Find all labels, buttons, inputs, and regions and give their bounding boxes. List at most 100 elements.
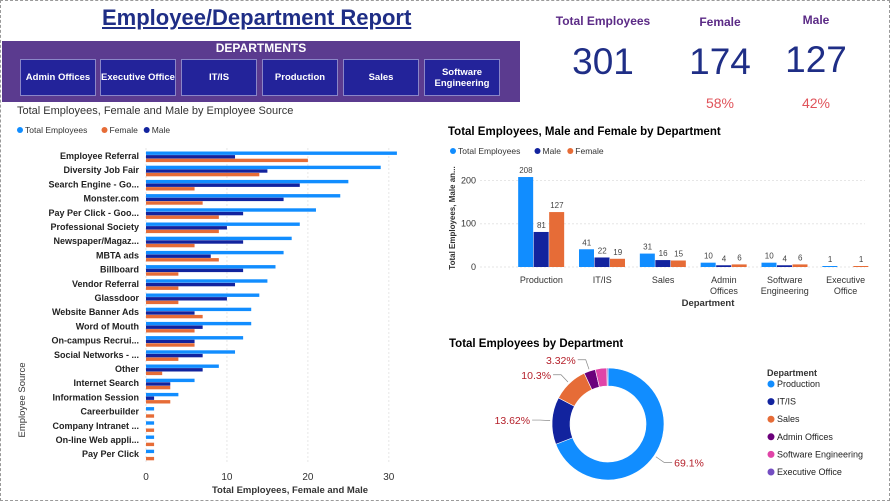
department-bar-total-employees bbox=[639, 253, 655, 267]
source-bar-male bbox=[146, 297, 227, 301]
source-legend-marker-female bbox=[101, 127, 108, 133]
donut-leader-line bbox=[655, 456, 673, 463]
donut-legend-marker-software-engineering bbox=[767, 450, 775, 458]
source-bar-total-employees bbox=[146, 435, 155, 439]
department-legend-marker-total-employees bbox=[450, 148, 456, 154]
source-chart-y-axis-label: Employee Source bbox=[17, 363, 28, 438]
source-bar-female bbox=[146, 201, 203, 205]
donut-slice-production bbox=[555, 367, 665, 481]
department-bar-total-employees bbox=[518, 177, 534, 267]
donut-legend-label-production: Production bbox=[777, 379, 820, 389]
donut-legend-label-executive-office: Executive Office bbox=[777, 467, 842, 477]
department-chart-legend: Total Employees Male Female bbox=[450, 146, 604, 156]
source-bar-total-employees bbox=[146, 407, 155, 411]
department-data-label: 81 bbox=[537, 221, 546, 230]
source-bar-total-employees bbox=[146, 194, 341, 198]
source-bar-female bbox=[146, 456, 155, 461]
department-legend-marker-male bbox=[534, 148, 541, 154]
source-legend-marker-male bbox=[143, 127, 150, 133]
donut-legend-title: Department bbox=[767, 368, 817, 378]
department-data-label: 19 bbox=[613, 248, 622, 257]
source-x-tick: 20 bbox=[302, 472, 314, 483]
department-bar-total-employees bbox=[822, 266, 838, 267]
source-category-label: Information Session bbox=[52, 392, 139, 402]
department-bar-total-employees bbox=[761, 262, 777, 267]
donut-legend-marker-sales bbox=[767, 415, 775, 423]
department-category-label: Production bbox=[520, 275, 563, 285]
department-data-label: 208 bbox=[519, 166, 533, 175]
department-chart: Total Employees, Male and Female by Depa… bbox=[448, 126, 869, 309]
donut-data-label: 13.62% bbox=[494, 415, 530, 427]
source-bar-female bbox=[146, 371, 163, 376]
source-bar-male bbox=[146, 226, 227, 230]
department-category-label: Sales bbox=[652, 275, 675, 285]
source-legend-marker-total-employees bbox=[17, 127, 23, 133]
donut-legend-label-software-engineering: Software Engineering bbox=[777, 449, 863, 459]
source-bar-male bbox=[146, 183, 300, 187]
source-bar-total-employees bbox=[146, 250, 284, 255]
source-bar-total-employees bbox=[146, 151, 397, 155]
department-data-label: 6 bbox=[798, 253, 803, 262]
kpi-male-label: Male bbox=[802, 13, 830, 27]
donut-slice-executive-office bbox=[606, 367, 609, 387]
donut-legend-marker-admin-offices bbox=[767, 433, 775, 441]
donut-legend-marker-production bbox=[767, 380, 775, 388]
department-category-label: IT/IS bbox=[593, 275, 612, 285]
slicer-button-admin-offices[interactable]: Admin Offices bbox=[20, 59, 96, 96]
department-y-tick: 0 bbox=[471, 262, 476, 272]
slicer-button-sales[interactable]: Sales bbox=[343, 59, 419, 96]
source-bar-male bbox=[146, 268, 244, 273]
source-chart-x-axis-label: Total Employees, Female and Male bbox=[212, 485, 368, 496]
donut-legend-label-sales: Sales bbox=[777, 414, 800, 424]
source-chart-title: Total Employees, Female and Male by Empl… bbox=[17, 105, 293, 117]
department-bar-female bbox=[792, 264, 808, 267]
department-bar-male bbox=[594, 257, 610, 267]
source-bar-total-employees bbox=[146, 222, 300, 226]
source-bar-female bbox=[146, 243, 195, 248]
source-category-label: Company Intranet ... bbox=[52, 421, 139, 431]
department-data-label: 1 bbox=[828, 255, 833, 264]
departments-slicer: DEPARTMENTS Admin Offices Executive Offi… bbox=[2, 41, 520, 102]
kpi-male-value: 127 bbox=[785, 39, 847, 80]
source-bar-female bbox=[146, 172, 260, 177]
source-bar-female bbox=[146, 300, 179, 305]
kpi-male-percent: 42% bbox=[801, 95, 831, 111]
source-bar-male bbox=[146, 211, 244, 216]
source-bar-female bbox=[146, 385, 171, 390]
kpi-female-label: Female bbox=[699, 15, 741, 29]
source-category-label: Employee Referral bbox=[60, 151, 139, 161]
source-bar-total-employees bbox=[146, 265, 276, 269]
department-bar-male bbox=[533, 231, 549, 267]
department-legend-label-female: Female bbox=[575, 146, 604, 156]
departments-header: DEPARTMENTS bbox=[215, 41, 307, 55]
source-bar-male bbox=[146, 396, 155, 400]
slicer-button-production[interactable]: Production bbox=[262, 59, 338, 96]
slicer-button-it-is[interactable]: IT/IS bbox=[181, 59, 257, 96]
department-bar-female bbox=[853, 266, 869, 267]
department-bar-male bbox=[716, 265, 732, 267]
source-bar-total-employees bbox=[146, 279, 268, 283]
department-bar-female bbox=[670, 260, 686, 267]
slicer-button-software-engineering[interactable]: Software Engineering bbox=[424, 59, 500, 96]
department-chart-y-axis-label: Total Employees, Male an... bbox=[448, 166, 457, 269]
department-data-label: 127 bbox=[550, 201, 564, 210]
source-category-label: Professional Society bbox=[50, 222, 139, 232]
source-category-label: Website Banner Ads bbox=[52, 307, 139, 317]
slicer-button-executive-office[interactable]: Executive Office bbox=[100, 59, 176, 96]
department-data-label: 22 bbox=[598, 246, 607, 255]
source-bar-female bbox=[146, 314, 203, 319]
department-data-label: 1 bbox=[859, 255, 864, 264]
department-legend-marker-female bbox=[567, 148, 574, 154]
source-bar-male bbox=[146, 254, 211, 258]
source-bar-male bbox=[146, 169, 268, 173]
source-bar-female bbox=[146, 215, 219, 219]
source-category-label: Careerbuilder bbox=[80, 407, 139, 417]
source-bar-total-employees bbox=[146, 378, 195, 383]
source-bar-female bbox=[146, 158, 308, 163]
donut-leader-line bbox=[577, 359, 590, 370]
source-bar-male bbox=[146, 240, 244, 244]
source-bar-total-employees bbox=[146, 392, 179, 397]
source-bar-female bbox=[146, 442, 155, 447]
source-bar-female bbox=[146, 428, 155, 432]
department-legend-label-male: Male bbox=[543, 146, 562, 156]
